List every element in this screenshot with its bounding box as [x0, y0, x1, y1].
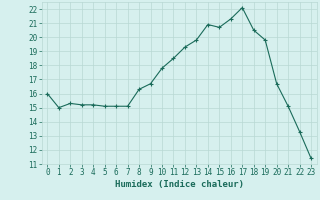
X-axis label: Humidex (Indice chaleur): Humidex (Indice chaleur)	[115, 180, 244, 189]
